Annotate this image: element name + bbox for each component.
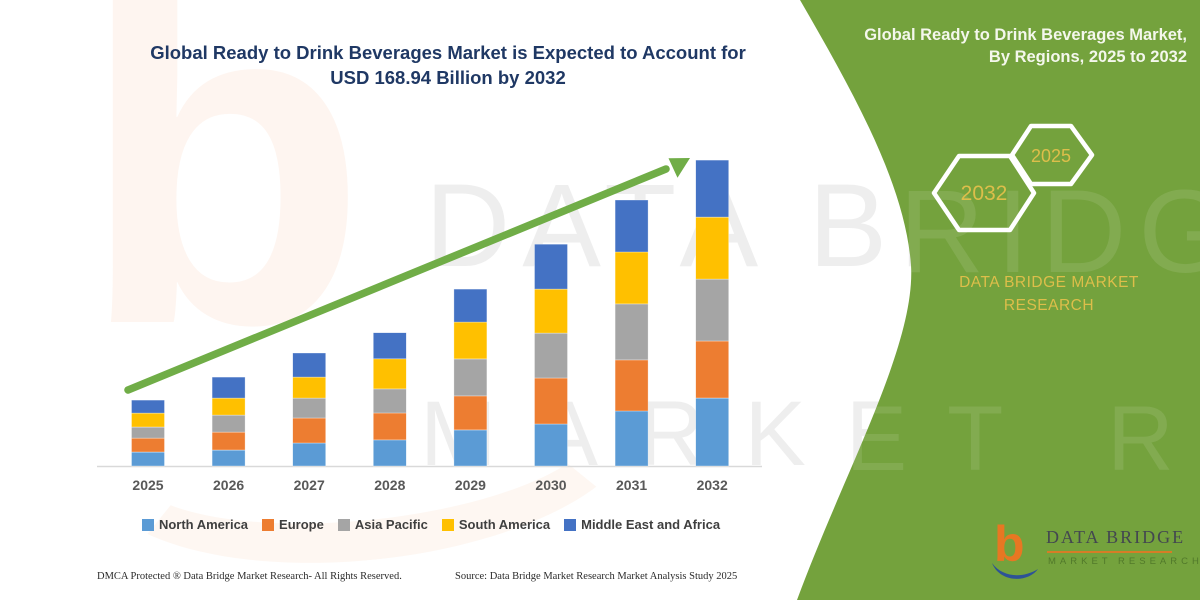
x-axis-label-2030: 2030 xyxy=(535,477,567,493)
x-axis-label-2029: 2029 xyxy=(454,477,486,493)
bar-segment xyxy=(292,397,327,419)
legend-label: South America xyxy=(458,517,551,532)
source-note: Source: Data Bridge Market Research Mark… xyxy=(455,571,738,582)
bar-segment xyxy=(131,451,165,467)
bar-segment xyxy=(534,243,568,290)
brand-line1: DATA BRIDGE MARKET xyxy=(959,274,1139,291)
legend-swatch-icon xyxy=(337,518,350,531)
brand-line2: RESEARCH xyxy=(1003,297,1095,314)
bar-segment xyxy=(614,199,649,253)
legend-label: North America xyxy=(158,517,249,532)
logo-subtext: MARKET RESEARCH xyxy=(1048,556,1200,567)
bar-segment xyxy=(695,278,730,342)
legend-item: Middle East and Africa xyxy=(564,517,720,532)
bar-segment xyxy=(292,442,327,467)
legend-item: North America xyxy=(141,517,249,532)
bar-segment xyxy=(211,397,246,416)
bar-segment xyxy=(695,340,730,399)
bar-segment xyxy=(372,388,407,414)
trend-arrow-icon xyxy=(124,158,690,394)
bar-segment xyxy=(534,332,568,379)
bar-segment xyxy=(614,410,649,467)
chart-legend: North America Europe Asia Pacific South Ame… xyxy=(95,517,767,532)
bar-segment xyxy=(453,358,488,397)
logo-rule xyxy=(1047,551,1172,553)
hexagon-2025-icon xyxy=(1009,123,1095,187)
hexagon-2032-label: 2032 xyxy=(961,182,1008,205)
chart-title-line2: USD 168.94 Billion by 2032 xyxy=(330,67,566,88)
dbmr-logo-watermark-icon: b xyxy=(80,0,368,422)
legend-item: Europe xyxy=(262,517,324,532)
bar-segment xyxy=(453,395,488,431)
dbmr-swoosh-icon xyxy=(992,563,1038,579)
legend-item: South America xyxy=(441,517,551,532)
panel-title: Global Ready to Drink Beverages Market, … xyxy=(864,26,1187,66)
dbmr-b-icon: b xyxy=(992,519,1038,579)
bar-segment xyxy=(695,216,730,280)
bar-segment xyxy=(695,397,730,467)
bar-segment xyxy=(372,412,407,441)
data-bridge-logo: b DATA BRIDGE MARKET RESEARCH xyxy=(990,519,1199,585)
bar-segment xyxy=(292,352,327,378)
bar-segment xyxy=(534,377,568,425)
bar-segment xyxy=(453,321,488,360)
x-axis-label-2031: 2031 xyxy=(616,477,648,493)
x-axis-label-2028: 2028 xyxy=(374,477,406,493)
bar-segment xyxy=(372,358,407,390)
chart-title-line1: Global Ready to Drink Beverages Market i… xyxy=(150,42,746,63)
x-axis-label-2032: 2032 xyxy=(696,477,728,493)
bar-segment xyxy=(131,399,165,414)
stacked-bars xyxy=(131,159,730,467)
bar-segment xyxy=(534,288,568,334)
legend-swatch-icon xyxy=(262,518,275,531)
bar-segment xyxy=(614,359,649,412)
legend-label: Middle East and Africa xyxy=(581,517,721,532)
x-axis-label-2025: 2025 xyxy=(132,477,164,493)
bar-segment xyxy=(131,412,165,428)
bar-segment xyxy=(453,288,488,323)
bar-segment xyxy=(211,414,246,433)
bar-segment xyxy=(211,449,246,467)
hexagon-2032-icon xyxy=(931,153,1037,233)
bar-segment xyxy=(614,251,649,305)
bar-segment xyxy=(695,159,730,218)
legend-swatch-icon xyxy=(141,518,154,531)
legend-swatch-icon xyxy=(441,518,454,531)
chart-title: Global Ready to Drink Beverages Market i… xyxy=(95,40,801,90)
brand-block: DATA BRIDGE MARKET RESEARCH xyxy=(935,271,1163,317)
bar-segment xyxy=(453,429,488,467)
bar-segment xyxy=(131,437,165,453)
x-axis-label-2027: 2027 xyxy=(293,477,325,493)
legend-item: Asia Pacific xyxy=(337,517,428,532)
bar-segment xyxy=(292,417,327,444)
bar-segment xyxy=(131,426,165,439)
hexagon-badges xyxy=(931,123,1095,233)
legend-swatch-icon xyxy=(564,518,577,531)
hexagon-2025-label: 2025 xyxy=(1031,146,1071,166)
bar-segment xyxy=(614,303,649,361)
bar-segment xyxy=(211,431,246,451)
bar-segment xyxy=(292,376,327,399)
x-axis-label-2026: 2026 xyxy=(213,477,245,493)
bar-segment xyxy=(211,376,246,399)
dbmr-b-glyph: b xyxy=(994,519,1025,572)
green-side-panel xyxy=(797,0,1200,600)
dmca-notice: DMCA Protected ® Data Bridge Market Rese… xyxy=(97,571,402,582)
bar-segment xyxy=(372,332,407,360)
logo-name: DATA BRIDGE xyxy=(1046,527,1186,547)
bar-segment xyxy=(372,439,407,467)
legend-label: Europe xyxy=(279,517,324,532)
legend-label: Asia Pacific xyxy=(354,517,428,532)
bar-segment xyxy=(534,423,568,467)
